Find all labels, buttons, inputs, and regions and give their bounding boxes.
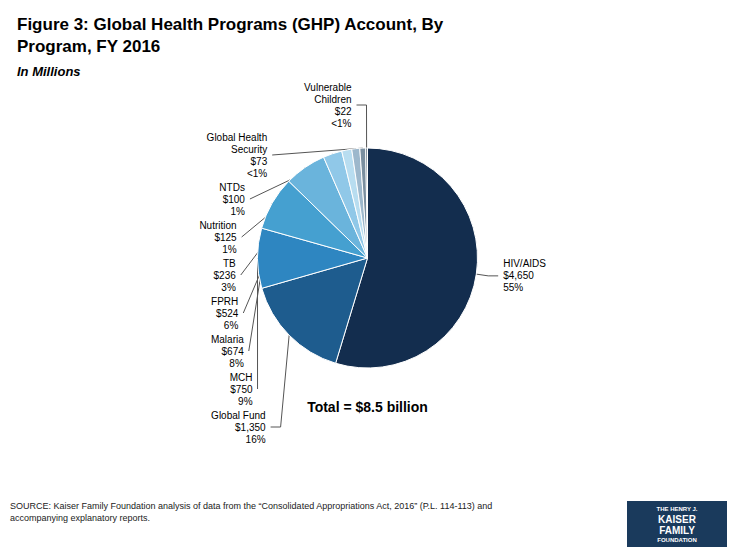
- svg-text:HIV/AIDS: HIV/AIDS: [503, 258, 546, 269]
- svg-text:8%: 8%: [229, 358, 244, 369]
- svg-text:MCH: MCH: [230, 372, 253, 383]
- svg-text:Global Fund: Global Fund: [211, 410, 265, 421]
- svg-text:FPRH: FPRH: [211, 296, 238, 307]
- svg-text:Children: Children: [314, 94, 351, 105]
- svg-text:In Millions: In Millions: [17, 64, 81, 79]
- svg-text:THE HENRY J.: THE HENRY J.: [656, 506, 697, 512]
- svg-text:$125: $125: [214, 232, 237, 243]
- svg-text:1%: 1%: [230, 206, 245, 217]
- svg-text:FOUNDATION: FOUNDATION: [657, 537, 697, 543]
- svg-text:Figure 3: Global Health Progra: Figure 3: Global Health Programs (GHP) A…: [17, 15, 444, 34]
- svg-text:NTDs: NTDs: [219, 182, 245, 193]
- svg-text:$1,350: $1,350: [235, 422, 266, 433]
- svg-text:$750: $750: [230, 384, 253, 395]
- svg-text:Vulnerable: Vulnerable: [304, 82, 352, 93]
- svg-text:$22: $22: [335, 106, 352, 117]
- svg-text:$100: $100: [223, 194, 246, 205]
- svg-text:Nutrition: Nutrition: [199, 220, 236, 231]
- svg-text:16%: 16%: [246, 434, 266, 445]
- svg-text:FAMILY: FAMILY: [659, 525, 695, 536]
- svg-text:Program, FY 2016: Program, FY 2016: [17, 37, 160, 56]
- svg-text:TB: TB: [223, 258, 236, 269]
- svg-text:$73: $73: [251, 156, 268, 167]
- svg-text:accompanying explanatory repor: accompanying explanatory reports.: [10, 513, 150, 523]
- svg-text:<1%: <1%: [331, 118, 351, 129]
- svg-text:Total = $8.5 billion: Total = $8.5 billion: [307, 399, 428, 415]
- svg-text:<1%: <1%: [247, 168, 267, 179]
- svg-text:1%: 1%: [222, 244, 237, 255]
- svg-text:9%: 9%: [238, 396, 253, 407]
- svg-text:Security: Security: [231, 144, 267, 155]
- svg-text:$524: $524: [216, 308, 239, 319]
- svg-text:6%: 6%: [224, 320, 239, 331]
- svg-text:Global Health: Global Health: [207, 132, 268, 143]
- svg-text:55%: 55%: [503, 282, 523, 293]
- svg-text:$674: $674: [222, 346, 245, 357]
- svg-text:3%: 3%: [221, 282, 236, 293]
- svg-text:Malaria: Malaria: [211, 334, 244, 345]
- svg-text:SOURCE: Kaiser Family Foundati: SOURCE: Kaiser Family Foundation analysi…: [10, 501, 492, 511]
- svg-text:$236: $236: [214, 270, 237, 281]
- svg-text:KAISER: KAISER: [658, 514, 697, 525]
- svg-text:$4,650: $4,650: [503, 270, 534, 281]
